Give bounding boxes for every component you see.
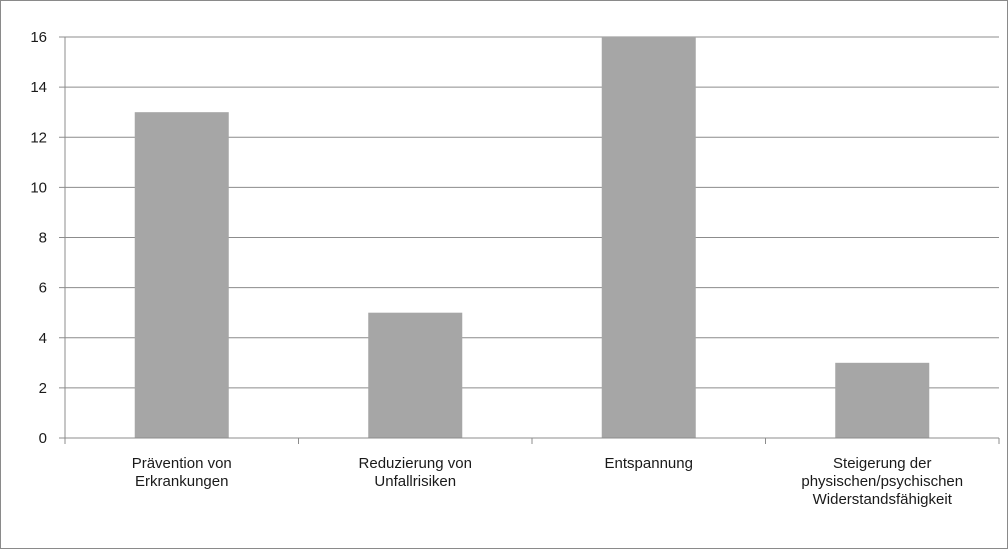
bar (368, 312, 463, 438)
y-tick-label: 16 (30, 29, 47, 46)
bar (835, 362, 930, 438)
y-tick-label: 10 (30, 179, 47, 196)
bar (134, 112, 229, 438)
y-tick-label: 14 (30, 79, 47, 96)
y-tick-label: 4 (39, 330, 47, 347)
y-tick-label: 6 (39, 280, 47, 297)
x-category-label: Reduzierung von Unfallrisiken (359, 455, 472, 490)
x-category-label: Prävention von Erkrankungen (132, 455, 232, 490)
x-category-label: Steigerung der physischen/psychischen Wide… (801, 455, 963, 508)
y-tick-label: 8 (39, 230, 47, 247)
bar (601, 37, 696, 438)
y-tick-label: 0 (39, 430, 47, 447)
y-tick-label: 2 (39, 380, 47, 397)
y-tick-label: 12 (30, 129, 47, 146)
x-category-label: Entspannung (605, 455, 693, 472)
